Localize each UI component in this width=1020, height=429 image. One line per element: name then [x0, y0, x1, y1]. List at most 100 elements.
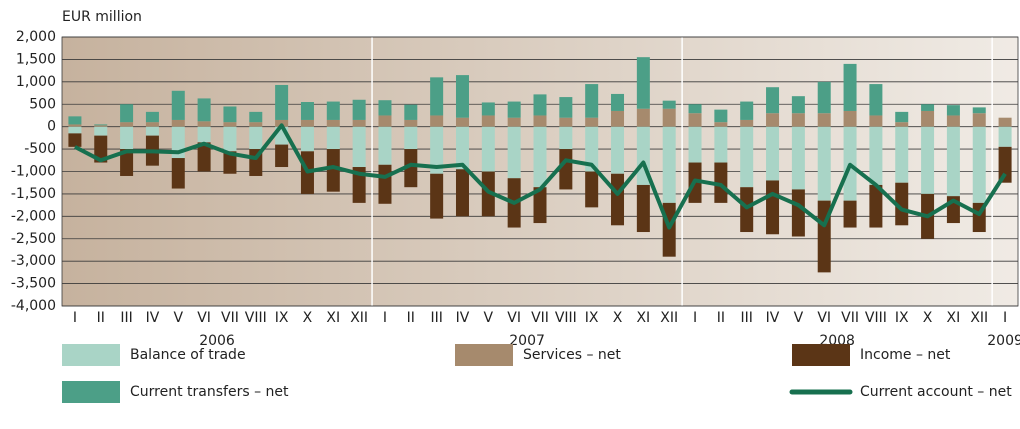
- bar-segment: [559, 126, 573, 150]
- x-tick-label: II: [407, 310, 415, 326]
- bar-segment: [326, 101, 340, 120]
- year-label: 2006: [199, 333, 235, 349]
- bar-segment: [507, 101, 521, 118]
- y-tick-label: -1,500: [11, 186, 56, 202]
- y-tick-label: -2,000: [11, 208, 56, 224]
- x-tick-label: III: [430, 310, 442, 326]
- x-tick-label: VI: [507, 310, 521, 326]
- y-tick-label: -3,500: [11, 276, 56, 292]
- y-tick-label: -500: [24, 141, 56, 157]
- bar-segment: [817, 81, 831, 114]
- bar-segment: [171, 119, 185, 127]
- bar-segment: [197, 98, 211, 122]
- bar-segment: [714, 126, 728, 163]
- bar-segment: [611, 173, 625, 226]
- bar-segment: [507, 126, 521, 179]
- bar-segment: [430, 77, 444, 116]
- bar-segment: [223, 106, 237, 123]
- bar-segment: [378, 115, 392, 127]
- bar-segment: [533, 94, 547, 116]
- x-tick-label: I: [73, 310, 77, 326]
- legend-label: Balance of trade: [130, 347, 246, 363]
- x-tick-label: III: [120, 310, 132, 326]
- y-tick-label: -1,000: [11, 164, 56, 180]
- y-tick-label: 0: [47, 119, 56, 135]
- legend-label: Income – net: [860, 347, 951, 363]
- x-tick-label: VII: [221, 310, 239, 326]
- x-tick-label: IV: [766, 310, 780, 326]
- bar-segment: [740, 101, 754, 120]
- bar-segment: [120, 122, 134, 127]
- bar-segment: [766, 113, 780, 127]
- bar-segment: [326, 119, 340, 127]
- year-label: 2007: [509, 333, 545, 349]
- x-tick-label: VI: [197, 310, 211, 326]
- bar-segment: [869, 115, 883, 127]
- x-tick-label: II: [97, 310, 105, 326]
- y-axis-label: EUR million: [62, 9, 142, 25]
- bar-segment: [611, 126, 625, 174]
- bar-segment: [197, 142, 211, 172]
- bar-segment: [895, 111, 909, 123]
- bar-segment: [249, 122, 263, 127]
- bar-segment: [972, 107, 986, 114]
- bar-segment: [714, 162, 728, 203]
- bar-segment: [869, 84, 883, 116]
- bar-segment: [455, 75, 469, 118]
- bar-segment: [171, 158, 185, 189]
- bar-segment: [326, 149, 340, 192]
- x-tick-label: X: [613, 310, 623, 326]
- x-tick-label: III: [741, 310, 753, 326]
- y-tick-label: -2,500: [11, 231, 56, 247]
- bar-segment: [921, 110, 935, 127]
- x-tick-label: VI: [817, 310, 831, 326]
- bar-segment: [636, 108, 650, 127]
- bar-segment: [688, 104, 702, 114]
- year-label: 2009: [987, 333, 1020, 349]
- bar-segment: [455, 169, 469, 217]
- bar-segment: [585, 117, 599, 127]
- bar-segment: [766, 87, 780, 114]
- bar-segment: [300, 102, 314, 120]
- bar-segment: [430, 173, 444, 219]
- bar-segment: [378, 126, 392, 165]
- bar-segment: [766, 180, 780, 235]
- bar-segment: [481, 171, 495, 217]
- x-tick-label: IV: [456, 310, 470, 326]
- x-tick-label: I: [1003, 310, 1007, 326]
- bar-segment: [636, 57, 650, 109]
- bar-segment: [817, 113, 831, 127]
- bar-segment: [68, 116, 82, 125]
- bar-segment: [843, 110, 857, 127]
- bar-segment: [430, 115, 444, 127]
- x-tick-label: IX: [585, 310, 599, 326]
- bar-segment: [688, 126, 702, 163]
- x-tick-label: XII: [970, 310, 988, 326]
- bar-segment: [946, 115, 960, 127]
- x-tick-label: V: [484, 310, 494, 326]
- y-tick-label: -3,000: [11, 253, 56, 269]
- bar-segment: [120, 149, 134, 176]
- x-tick-label: X: [303, 310, 313, 326]
- bar-segment: [68, 124, 82, 127]
- x-tick-label: XII: [350, 310, 368, 326]
- bar-segment: [869, 126, 883, 185]
- bar-segment: [843, 63, 857, 111]
- bar-segment: [378, 100, 392, 116]
- bar-segment: [946, 105, 960, 116]
- bar-segment: [275, 84, 289, 120]
- x-tick-label: IV: [146, 310, 160, 326]
- x-tick-label: IX: [895, 310, 909, 326]
- x-tick-label: XII: [660, 310, 678, 326]
- y-tick-label: 1,500: [16, 51, 56, 67]
- bar-segment: [585, 171, 599, 208]
- bar-segment: [817, 126, 831, 201]
- y-tick-label: 1,000: [16, 74, 56, 90]
- bar-segment: [791, 189, 805, 237]
- bar-segment: [120, 104, 134, 123]
- bar-segment: [662, 100, 676, 109]
- bar-segment: [972, 113, 986, 127]
- bar-segment: [998, 146, 1012, 183]
- plot-frame: [61, 36, 1019, 307]
